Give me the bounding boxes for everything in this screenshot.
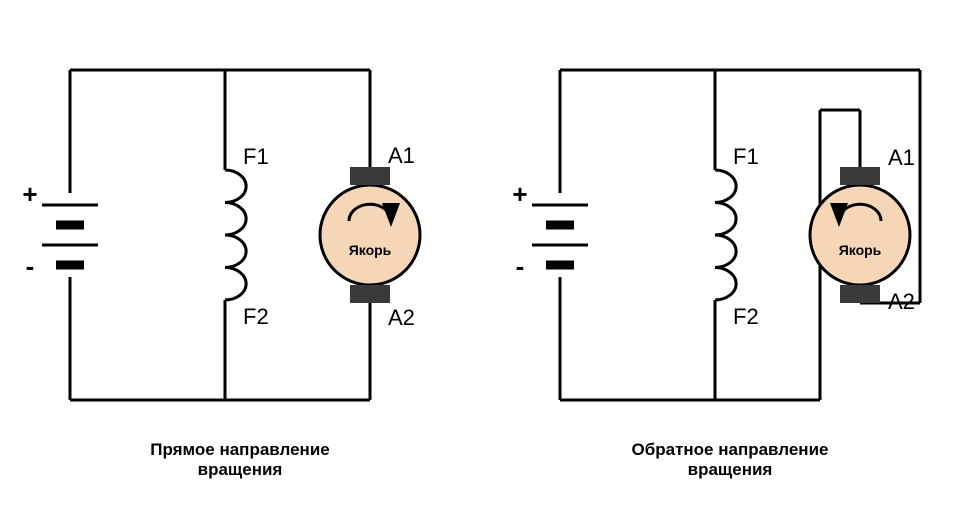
svg-text:A2: A2 [888, 289, 915, 314]
svg-text:F1: F1 [733, 144, 759, 169]
svg-text:A2: A2 [388, 305, 415, 330]
caption-forward: Прямое направление вращения [70, 440, 410, 480]
svg-text:F1: F1 [243, 144, 269, 169]
svg-text:A1: A1 [388, 143, 415, 168]
svg-text:+: + [512, 179, 527, 209]
svg-text:+: + [22, 179, 37, 209]
svg-text:-: - [26, 251, 35, 281]
circuit-forward: A1 A2 + - F1 F2 Якорь [22, 70, 420, 400]
svg-text:F2: F2 [243, 304, 269, 329]
svg-text:A1: A1 [888, 145, 915, 170]
svg-text:Якорь: Якорь [349, 242, 392, 258]
caption-reverse: Обратное направление вращения [560, 440, 900, 480]
svg-text:-: - [516, 251, 525, 281]
svg-text:F2: F2 [733, 304, 759, 329]
svg-text:Якорь: Якорь [839, 242, 882, 258]
circuit-reverse: A1 A2 + - F1 F2 Якорь [512, 70, 920, 400]
